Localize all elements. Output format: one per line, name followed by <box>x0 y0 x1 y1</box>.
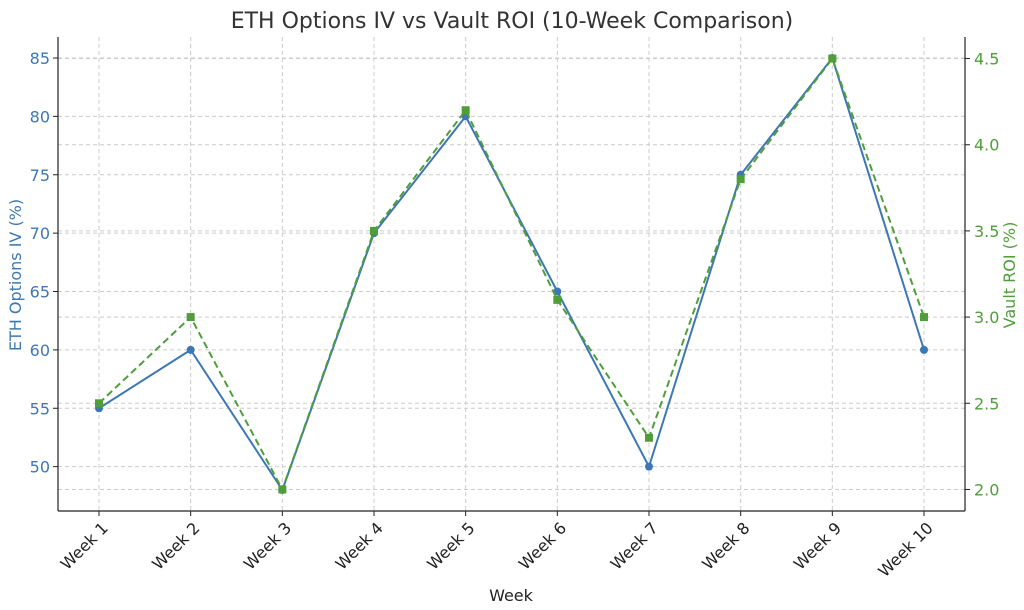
y-left-tick-label: 50 <box>30 458 50 477</box>
data-point-roi <box>553 295 562 304</box>
y-left-tick-label: 65 <box>30 283 50 302</box>
y-left-tick-label: 80 <box>30 107 50 126</box>
y-right-tick-label: 3.5 <box>974 222 999 241</box>
x-tick-label: Week 2 <box>148 518 203 573</box>
y-left-tick-label: 70 <box>30 224 50 243</box>
data-point-roi <box>461 106 470 115</box>
data-point-roi <box>920 313 928 322</box>
data-point-roi <box>95 399 103 408</box>
x-tick-label: Week 6 <box>515 518 570 573</box>
grid <box>58 37 965 511</box>
x-tick-label: Week 4 <box>332 518 387 573</box>
series-layer <box>95 54 928 494</box>
y-left-tick-label: 75 <box>30 166 50 185</box>
y-right-tick-label: 4.5 <box>974 50 999 69</box>
x-tick-label: Week 10 <box>874 518 936 580</box>
chart-title: ETH Options IV vs Vault ROI (10-Week Com… <box>231 9 794 34</box>
y-right-tick-label: 4.0 <box>974 136 999 155</box>
x-tick-label: Week 3 <box>240 518 295 573</box>
x-tick-label: Week 1 <box>57 518 112 573</box>
data-point-iv <box>920 345 928 354</box>
x-tick-label: Week 7 <box>607 518 662 573</box>
y-left-tick-label: 60 <box>30 341 50 360</box>
y-right-tick-label: 3.0 <box>974 308 999 327</box>
data-point-roi <box>370 226 378 235</box>
data-point-roi <box>828 54 837 63</box>
data-point-roi <box>278 485 287 494</box>
data-point-roi <box>645 433 653 442</box>
data-point-roi <box>736 175 745 184</box>
series-line-roi <box>98 57 925 491</box>
x-tick-label: Week 9 <box>790 518 845 573</box>
x-tick-label: Week 8 <box>698 518 753 573</box>
y-left-tick-label: 85 <box>30 49 50 68</box>
y-right-tick-label: 2.5 <box>974 394 999 413</box>
series-line-iv <box>98 57 925 491</box>
data-point-iv <box>645 462 653 471</box>
y-axis-left-label: ETH Options IV (%) <box>6 199 25 351</box>
axes <box>53 37 970 516</box>
data-point-iv <box>186 345 195 354</box>
x-axis-label: Week <box>489 586 534 605</box>
x-tick-label: Week 5 <box>423 518 478 573</box>
y-axis-right-label: Vault ROI (%) <box>1000 222 1019 329</box>
data-point-roi <box>186 313 195 322</box>
y-left-tick-label: 55 <box>30 399 50 418</box>
y-right-tick-label: 2.0 <box>974 480 999 499</box>
